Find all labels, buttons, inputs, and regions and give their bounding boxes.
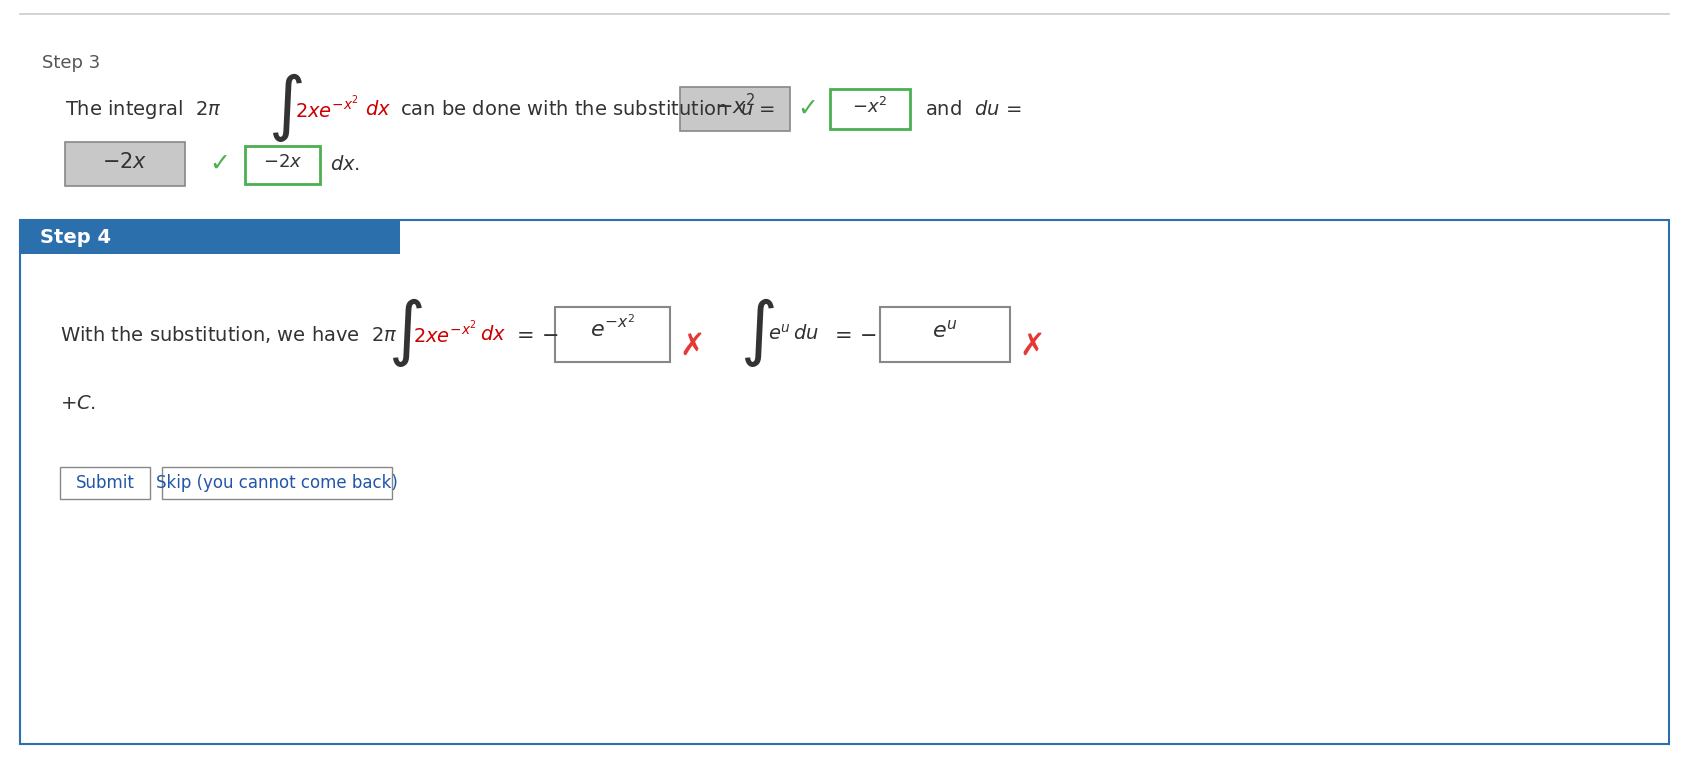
Text: ✗: ✗: [679, 332, 704, 361]
Text: $\int$: $\int$: [388, 296, 422, 368]
FancyBboxPatch shape: [245, 146, 319, 184]
Text: Submit: Submit: [76, 474, 135, 492]
Text: $e^u$: $e^u$: [932, 320, 958, 342]
Text: $-2x$: $-2x$: [103, 152, 147, 172]
Text: ✗: ✗: [1018, 332, 1045, 361]
FancyBboxPatch shape: [556, 307, 671, 362]
Text: can be done with the substitution  $u$ =: can be done with the substitution $u$ =: [400, 99, 775, 118]
Text: $\int$: $\int$: [740, 296, 775, 368]
Text: $e^u\,du$: $e^u\,du$: [768, 324, 819, 344]
Text: $dx$: $dx$: [480, 325, 507, 344]
FancyBboxPatch shape: [64, 142, 186, 186]
Text: $dx.$: $dx.$: [329, 154, 360, 173]
FancyBboxPatch shape: [61, 467, 150, 499]
Text: Skip (you cannot come back): Skip (you cannot come back): [155, 474, 399, 492]
Text: ✓: ✓: [209, 152, 230, 176]
FancyBboxPatch shape: [880, 307, 1010, 362]
Text: $\int$: $\int$: [269, 70, 302, 144]
Text: ✓: ✓: [797, 97, 819, 121]
Text: $= -$: $= -$: [512, 325, 559, 344]
Text: $e^{-x^2}$: $e^{-x^2}$: [589, 316, 635, 342]
Text: $= -$: $= -$: [829, 325, 877, 344]
Text: $dx$: $dx$: [365, 99, 392, 118]
FancyBboxPatch shape: [829, 89, 910, 129]
Text: $-x^2$: $-x^2$: [853, 97, 888, 117]
Text: $+ C.$: $+ C.$: [61, 395, 96, 413]
Text: $2xe^{-x^2}$: $2xe^{-x^2}$: [296, 96, 360, 122]
FancyBboxPatch shape: [681, 87, 790, 131]
Text: $-x^2$: $-x^2$: [714, 93, 755, 118]
Text: $-2x$: $-2x$: [263, 153, 302, 171]
Text: and  $du$ =: and $du$ =: [926, 99, 1022, 118]
Text: Step 4: Step 4: [41, 228, 111, 247]
Text: With the substitution, we have  $2\pi$: With the substitution, we have $2\pi$: [61, 323, 399, 345]
FancyBboxPatch shape: [20, 220, 1669, 744]
Text: The integral  $2\pi$: The integral $2\pi$: [64, 98, 221, 121]
FancyBboxPatch shape: [20, 220, 400, 254]
FancyBboxPatch shape: [162, 467, 392, 499]
Text: $2xe^{-x^2}$: $2xe^{-x^2}$: [414, 321, 476, 347]
Text: Step 3: Step 3: [42, 54, 100, 72]
